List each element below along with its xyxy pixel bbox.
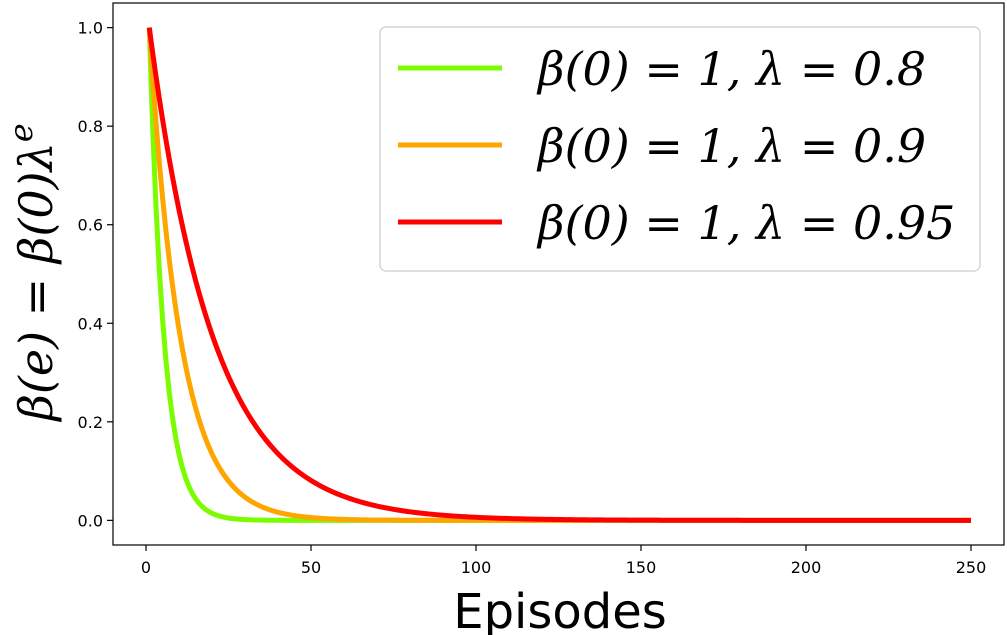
x-tick-label: 50	[301, 558, 321, 577]
x-tick-label: 0	[141, 558, 151, 577]
x-tick-label: 150	[626, 558, 657, 577]
x-tick-label: 200	[791, 558, 822, 577]
y-tick-label: 0.8	[78, 117, 103, 136]
x-axis: 0 50 100 150 200 250	[141, 545, 986, 577]
series-line-3	[146, 27, 971, 523]
svg-text:β(e) = β(0)λe: β(e) = β(0)λe	[2, 123, 63, 422]
legend-label-3: β(0) = 1, λ = 0.95	[536, 196, 955, 250]
legend-label-1: β(0) = 1, λ = 0.8	[536, 42, 926, 96]
y-tick-label: 1.0	[78, 19, 103, 38]
x-tick-label: 100	[461, 558, 492, 577]
x-tick-label: 250	[956, 558, 987, 577]
y-axis-title: β(e) = β(0)λe	[2, 123, 63, 422]
plot-lines	[146, 27, 971, 523]
x-axis-title: Episodes	[453, 584, 667, 635]
y-axis-title-main: β(e) = β(0)λ	[9, 142, 63, 422]
legend-label-2: β(0) = 1, λ = 0.9	[536, 119, 926, 173]
plot-area-frame	[112, 2, 1005, 546]
y-axis-title-exponent: e	[2, 123, 40, 142]
y-tick-label: 0.0	[78, 511, 103, 530]
y-axis: 0.0 0.2 0.4 0.6 0.8 1.0	[78, 19, 113, 530]
y-tick-label: 0.2	[78, 413, 103, 432]
y-tick-label: 0.6	[78, 216, 103, 235]
legend-box	[379, 26, 981, 272]
y-tick-label: 0.4	[78, 314, 103, 333]
legend: β(0) = 1, λ = 0.8 β(0) = 1, λ = 0.9 β(0) =…	[379, 26, 981, 272]
